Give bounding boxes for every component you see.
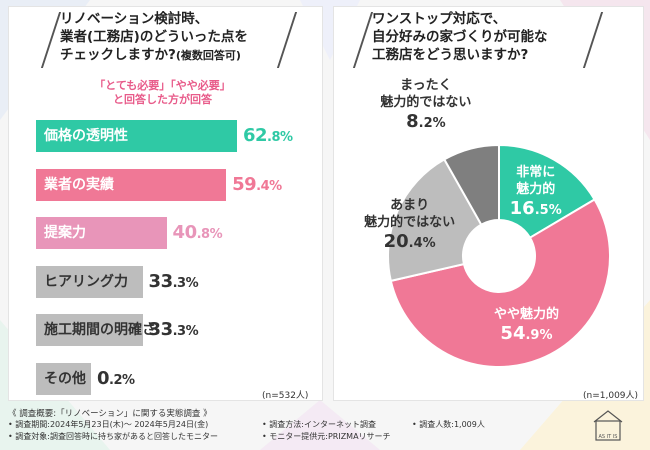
bar-value: 59.4% xyxy=(232,173,282,195)
bar-value: 33.3% xyxy=(148,319,199,340)
bar xyxy=(36,265,143,298)
right-sample-size: (n=1,009人) xyxy=(583,391,639,401)
respondent-note: 「とても必要」「やや必要」 と回答した方が回答 xyxy=(94,79,231,106)
slice-label: あまり 魅力的ではない 20.4% xyxy=(364,198,456,253)
bar-label: ヒアリング力 xyxy=(44,273,128,290)
survey-provider: • モニター提供元:PRIZMAリサーチ xyxy=(262,432,391,441)
donut-slice xyxy=(498,143,596,240)
bar-label: 業者の実績 xyxy=(44,176,114,193)
survey-title: 《 調査概要:「リノベーション」に関する実態調査 》 xyxy=(8,409,212,419)
bar-label: その他 xyxy=(44,370,86,387)
survey-count: • 調査人数:1,009人 xyxy=(412,420,485,429)
survey-method: • 調査方法:インターネット調査 xyxy=(262,420,376,429)
left-sample-size: (n=532人) xyxy=(262,391,309,401)
bar-label: 提案力 xyxy=(44,225,86,241)
slice-label: まったく 魅力的ではない 8.2% xyxy=(380,77,472,132)
donut-slice xyxy=(442,143,500,227)
slice-label: やや魅力的 54.9% xyxy=(493,306,559,344)
donut-slice xyxy=(389,198,611,368)
logo-text: AS IT IS xyxy=(599,434,618,440)
bar xyxy=(36,168,227,201)
bar xyxy=(36,314,143,346)
bar-value: 40.8% xyxy=(172,222,223,243)
left-question-title: リノベーション検討時、 業者(工務店)のどういった点を チェックしますか?(複数… xyxy=(60,11,248,63)
slice-label: 非常に 魅力的 16.5% xyxy=(509,165,562,220)
bar xyxy=(36,120,237,152)
donut-slice xyxy=(387,158,483,283)
bar-value: 0.2% xyxy=(97,367,135,389)
right-question-title: ワンストップ対応で、 自分好みの家づくりが可能な 工務店をどう思いますか? xyxy=(372,11,548,63)
bar-value: 33.3% xyxy=(148,270,199,292)
house-logo: AS IT IS xyxy=(593,410,623,441)
survey-period: • 調査期間:2024年5月23日(木)〜 2024年5月24日(金) xyxy=(8,420,209,429)
survey-target: • 調査対象:調査回答時に持ち家があると回答したモニター xyxy=(8,432,218,441)
bar-label: 施工期間の明確さ xyxy=(44,322,156,338)
bar xyxy=(36,362,91,395)
bar xyxy=(36,217,167,249)
bar-label: 価格の透明性 xyxy=(44,128,128,144)
left-question-suffix: (複数回答可) xyxy=(175,49,241,62)
donut-chart xyxy=(387,143,611,368)
bar-value: 62.8% xyxy=(242,125,293,146)
